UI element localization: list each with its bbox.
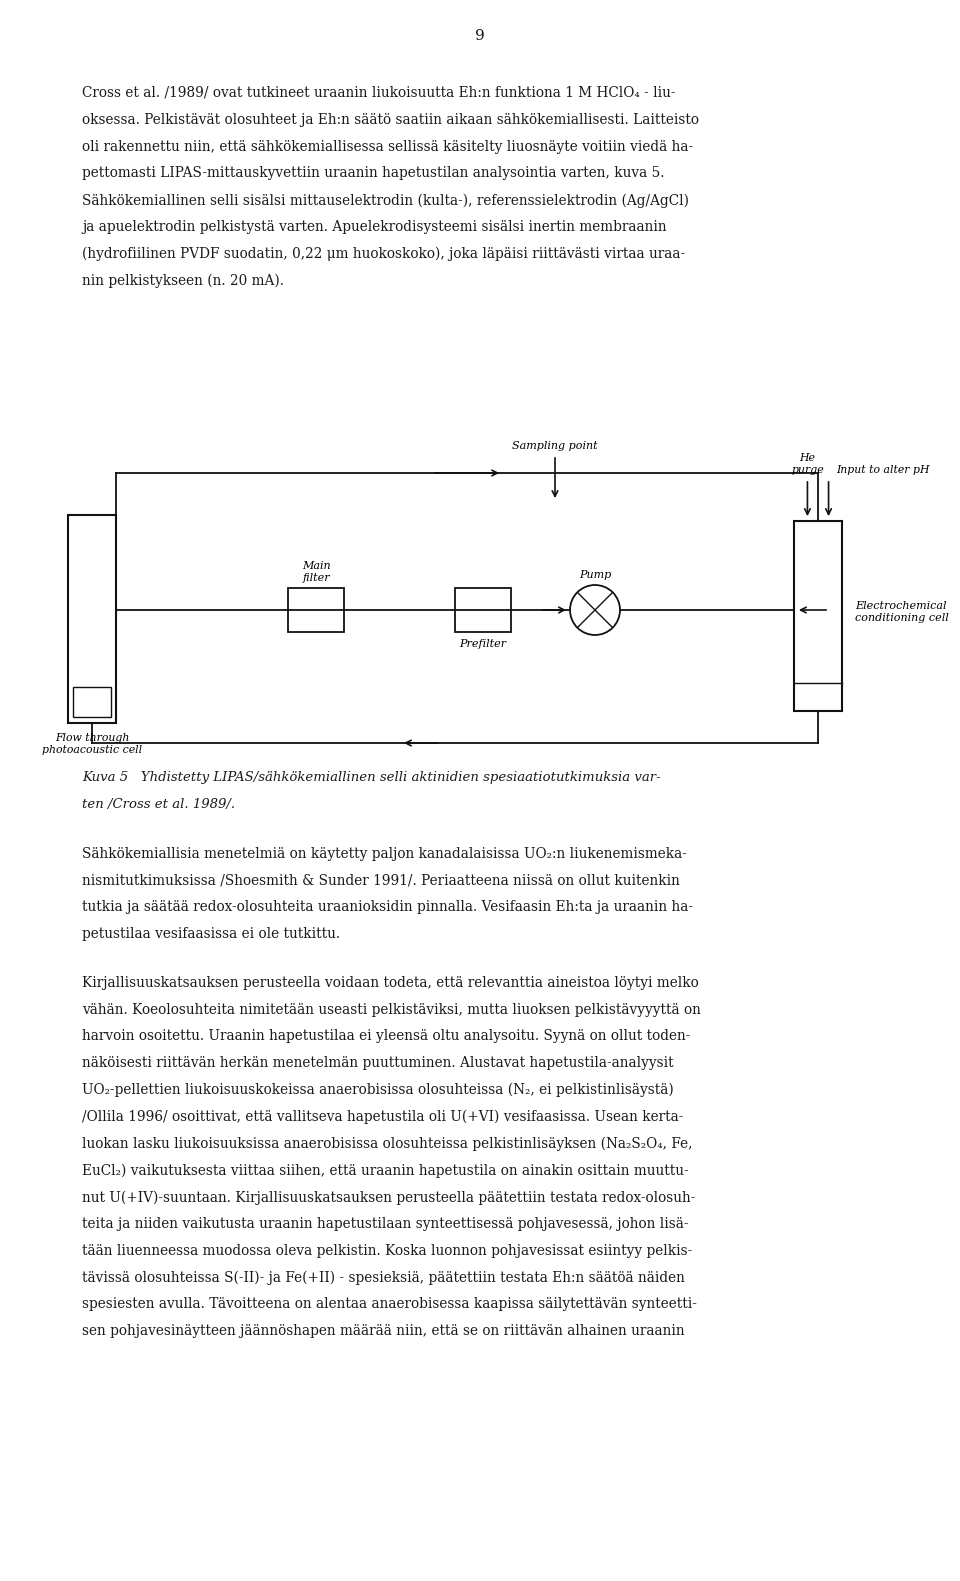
Text: tävissä olosuhteissa S(-II)- ja Fe(+II) - spesieksiä, päätettiin testata Eh:n sä: tävissä olosuhteissa S(-II)- ja Fe(+II) … <box>82 1271 684 1285</box>
Text: oksessa. Pelkistävät olosuhteet ja Eh:n säätö saatiin aikaan sähkökemiallisesti.: oksessa. Pelkistävät olosuhteet ja Eh:n … <box>82 112 699 126</box>
Text: teita ja niiden vaikutusta uraanin hapetustilaan synteettisessä pohjavesessä, jo: teita ja niiden vaikutusta uraanin hapet… <box>82 1217 688 1232</box>
Bar <box>794 522 842 711</box>
Text: ten /Cross et al. 1989/.: ten /Cross et al. 1989/. <box>82 798 235 811</box>
Text: Cross et al. /1989/ ovat tutkineet uraanin liukoisuutta Eh:n funktiona 1 M HClO₄: Cross et al. /1989/ ovat tutkineet uraan… <box>82 85 676 100</box>
Text: Pump: Pump <box>579 571 612 580</box>
Text: pettomasti LIPAS-mittauskyvettiin uraanin hapetustilan analysointia varten, kuva: pettomasti LIPAS-mittauskyvettiin uraani… <box>82 166 664 180</box>
Text: Flow through
photoacoustic cell: Flow through photoacoustic cell <box>42 734 142 754</box>
Text: nin pelkistykseen (n. 20 mA).: nin pelkistykseen (n. 20 mA). <box>82 274 284 288</box>
Text: vähän. Koeolosuhteita nimitetään useasti pelkistäviksi, mutta liuoksen pelkistäv: vähän. Koeolosuhteita nimitetään useasti… <box>82 1002 701 1017</box>
Text: spesiesten avulla. Tävoitteena on alentaa anaerobisessa kaapissa säilytettävän s: spesiesten avulla. Tävoitteena on alenta… <box>82 1298 697 1311</box>
Text: petustilaa vesifaasissa ei ole tutkittu.: petustilaa vesifaasissa ei ole tutkittu. <box>82 926 340 941</box>
Text: EuCl₂) vaikutuksesta viittaa siihen, että uraanin hapetustila on ainakin osittai: EuCl₂) vaikutuksesta viittaa siihen, ett… <box>82 1164 688 1178</box>
Text: oli rakennettu niin, että sähkökemiallisessa sellissä käsitelty liuosnäyte voiti: oli rakennettu niin, että sähkökemiallis… <box>82 139 693 153</box>
Text: ja apuelektrodin pelkistystä varten. Apuelekrodisysteemi sisälsi inertin membraa: ja apuelektrodin pelkistystä varten. Apu… <box>82 220 666 234</box>
Text: harvoin osoitettu. Uraanin hapetustilaa ei yleensä oltu analysoitu. Syynä on oll: harvoin osoitettu. Uraanin hapetustilaa … <box>82 1029 690 1043</box>
Text: UO₂-pellettien liukoisuuskokeissa anaerobisissa olosuhteissa (N₂, ei pelkistinli: UO₂-pellettien liukoisuuskokeissa anaero… <box>82 1083 674 1097</box>
Text: tään liuenneessa muodossa oleva pelkistin. Koska luonnon pohjavesissat esiintyy : tään liuenneessa muodossa oleva pelkisti… <box>82 1244 692 1258</box>
Text: näköisesti riittävän herkän menetelmän puuttuminen. Alustavat hapetustila-analyy: näköisesti riittävän herkän menetelmän p… <box>82 1056 674 1070</box>
Text: Sähkökemiallinen selli sisälsi mittauselektrodin (kulta-), referenssielektrodin : Sähkökemiallinen selli sisälsi mittausel… <box>82 193 689 207</box>
Text: Prefilter: Prefilter <box>460 639 507 648</box>
Text: sen pohjavesinäytteen jäännöshapen määrää niin, että se on riittävän alhainen ur: sen pohjavesinäytteen jäännöshapen määrä… <box>82 1325 684 1338</box>
Text: nut U(+IV)-suuntaan. Kirjallisuuskatsauksen perusteella päätettiin testata redox: nut U(+IV)-suuntaan. Kirjallisuuskatsauk… <box>82 1190 695 1205</box>
Bar <box>73 688 111 718</box>
Text: Kuva 5   Yhdistetty LIPAS/sähkökemiallinen selli aktinidien spesiaatiotutkimuksi: Kuva 5 Yhdistetty LIPAS/sähkökemiallinen… <box>82 772 660 784</box>
Text: Sampling point: Sampling point <box>513 441 598 451</box>
Text: Electrochemical
conditioning cell: Electrochemical conditioning cell <box>855 601 948 623</box>
Bar <box>455 588 511 632</box>
Text: Main
filter: Main filter <box>301 561 330 583</box>
Bar <box>288 588 344 632</box>
Bar <box>68 515 116 723</box>
Text: Sähkökemiallisia menetelmiä on käytetty paljon kanadalaisissa UO₂:n liukenemisme: Sähkökemiallisia menetelmiä on käytetty … <box>82 846 686 860</box>
Text: nismitutkimuksissa /Shoesmith & Sunder 1991/. Periaatteena niissä on ollut kuite: nismitutkimuksissa /Shoesmith & Sunder 1… <box>82 873 680 887</box>
Text: Kirjallisuuskatsauksen perusteella voidaan todeta, että relevanttia aineistoa lö: Kirjallisuuskatsauksen perusteella voida… <box>82 975 699 990</box>
Text: (hydrofiilinen PVDF suodatin, 0,22 μm huokoskoko), joka läpäisi riittävästi virt: (hydrofiilinen PVDF suodatin, 0,22 μm hu… <box>82 247 685 261</box>
Text: Input to alter pH: Input to alter pH <box>836 465 930 474</box>
Text: He
purge: He purge <box>791 454 824 474</box>
Text: 9: 9 <box>475 28 485 43</box>
Text: tutkia ja säätää redox-olosuhteita uraanioksidin pinnalla. Vesifaasin Eh:ta ja u: tutkia ja säätää redox-olosuhteita uraan… <box>82 900 693 914</box>
Circle shape <box>570 585 620 636</box>
Text: /Ollila 1996/ osoittivat, että vallitseva hapetustila oli U(+VI) vesifaasissa. U: /Ollila 1996/ osoittivat, että vallitsev… <box>82 1110 684 1124</box>
Text: luokan lasku liukoisuuksissa anaerobisissa olosuhteissa pelkistinlisäyksen (Na₂S: luokan lasku liukoisuuksissa anaerobisis… <box>82 1137 692 1151</box>
